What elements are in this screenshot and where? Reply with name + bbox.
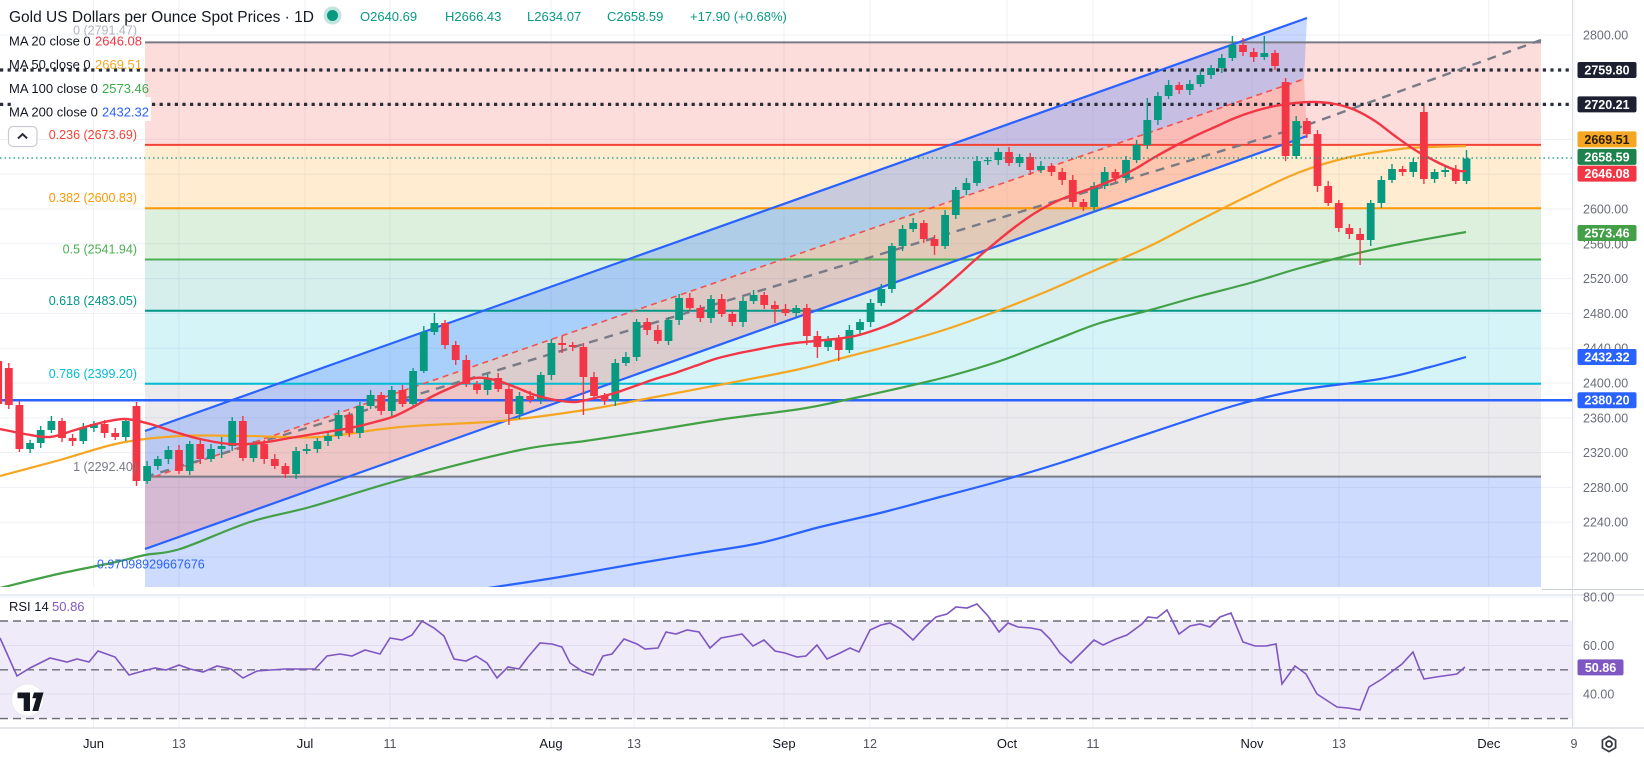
svg-text:0.786 (2399.20): 0.786 (2399.20) bbox=[49, 367, 137, 381]
svg-text:2480.00: 2480.00 bbox=[1583, 307, 1628, 321]
svg-text:2432.32: 2432.32 bbox=[102, 105, 149, 120]
svg-text:Sep: Sep bbox=[772, 736, 795, 751]
svg-text:+17.90 (+0.68%): +17.90 (+0.68%) bbox=[690, 9, 787, 24]
svg-text:Dec: Dec bbox=[1477, 736, 1501, 751]
svg-text:2380.20: 2380.20 bbox=[1584, 394, 1629, 408]
svg-text:1 (2292.40): 1 (2292.40) bbox=[73, 460, 137, 474]
svg-text:MA 200 close 0: MA 200 close 0 bbox=[9, 105, 98, 120]
svg-text:MA 20 close 0: MA 20 close 0 bbox=[9, 34, 91, 49]
svg-text:2432.32: 2432.32 bbox=[1584, 351, 1629, 365]
svg-text:Aug: Aug bbox=[539, 736, 562, 751]
svg-text:2800.00: 2800.00 bbox=[1583, 29, 1628, 43]
svg-text:MA 100 close 0: MA 100 close 0 bbox=[9, 81, 98, 96]
svg-text:2658.59: 2658.59 bbox=[1584, 150, 1629, 164]
svg-text:60.00: 60.00 bbox=[1583, 639, 1614, 653]
svg-text:MA 50 close 0: MA 50 close 0 bbox=[9, 57, 91, 72]
svg-text:13: 13 bbox=[172, 737, 186, 751]
svg-text:2646.08: 2646.08 bbox=[95, 34, 142, 49]
svg-text:50.86: 50.86 bbox=[1585, 661, 1616, 675]
svg-text:0 (2791.47): 0 (2791.47) bbox=[73, 24, 137, 38]
svg-text:Jun: Jun bbox=[83, 736, 104, 751]
svg-text:12: 12 bbox=[863, 737, 877, 751]
svg-text:0.5 (2541.94): 0.5 (2541.94) bbox=[63, 243, 137, 257]
svg-text:2600.00: 2600.00 bbox=[1583, 203, 1628, 217]
svg-text:2200.00: 2200.00 bbox=[1583, 551, 1628, 565]
svg-text:13: 13 bbox=[1332, 737, 1346, 751]
svg-text:0.382 (2600.83): 0.382 (2600.83) bbox=[49, 191, 137, 205]
svg-text:2240.00: 2240.00 bbox=[1583, 516, 1628, 530]
svg-text:2669.51: 2669.51 bbox=[1584, 133, 1629, 147]
svg-text:2360.00: 2360.00 bbox=[1583, 411, 1628, 425]
svg-text:80.00: 80.00 bbox=[1583, 591, 1614, 605]
svg-text:2400.00: 2400.00 bbox=[1583, 377, 1628, 391]
svg-text:O2640.69: O2640.69 bbox=[360, 9, 417, 24]
svg-text:9: 9 bbox=[1571, 737, 1578, 751]
svg-text:2573.46: 2573.46 bbox=[1584, 227, 1629, 241]
svg-text:RSI 14: RSI 14 bbox=[9, 599, 49, 614]
svg-text:11: 11 bbox=[1087, 737, 1100, 751]
svg-text:2646.08: 2646.08 bbox=[1584, 167, 1629, 181]
svg-text:2320.00: 2320.00 bbox=[1583, 446, 1628, 460]
svg-text:13: 13 bbox=[627, 737, 641, 751]
svg-text:Nov: Nov bbox=[1240, 736, 1264, 751]
svg-text:11: 11 bbox=[384, 737, 397, 751]
svg-text:Gold US Dollars per Ounce Spot: Gold US Dollars per Ounce Spot Prices · … bbox=[9, 9, 314, 26]
svg-text:2720.21: 2720.21 bbox=[1584, 98, 1629, 112]
svg-text:40.00: 40.00 bbox=[1583, 687, 1614, 701]
svg-text:Jul: Jul bbox=[297, 736, 314, 751]
svg-text:0.97098929667676: 0.97098929667676 bbox=[97, 558, 205, 572]
svg-text:2759.80: 2759.80 bbox=[1584, 64, 1629, 78]
svg-text:0.236 (2673.69): 0.236 (2673.69) bbox=[49, 128, 137, 142]
svg-text:L2634.07: L2634.07 bbox=[527, 9, 581, 24]
svg-text:Oct: Oct bbox=[997, 736, 1018, 751]
svg-text:2573.46: 2573.46 bbox=[102, 81, 149, 96]
svg-text:H2666.43: H2666.43 bbox=[445, 9, 501, 24]
svg-text:0.618 (2483.05): 0.618 (2483.05) bbox=[49, 294, 137, 308]
svg-text:2520.00: 2520.00 bbox=[1583, 272, 1628, 286]
svg-text:2669.51: 2669.51 bbox=[95, 57, 142, 72]
svg-text:2280.00: 2280.00 bbox=[1583, 481, 1628, 495]
svg-text:C2658.59: C2658.59 bbox=[607, 9, 663, 24]
svg-text:50.86: 50.86 bbox=[52, 599, 85, 614]
